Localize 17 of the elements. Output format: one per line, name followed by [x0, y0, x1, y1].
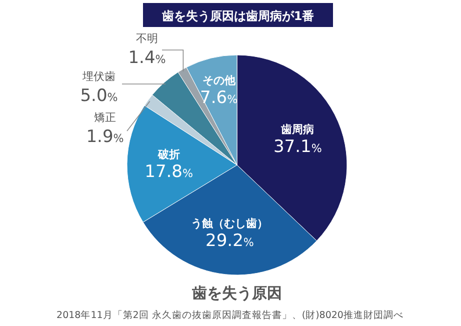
slice-label: う蝕（むし歯） — [191, 216, 268, 230]
data-label: 29.2% — [206, 230, 254, 251]
chart-title: 歯を失う原因は歯周病が1番 — [160, 9, 314, 23]
data-label: 5.0% — [80, 86, 118, 106]
data-label: 7.6% — [200, 88, 238, 108]
data-label: 1.9% — [86, 127, 124, 147]
slice-label: 歯周病 — [280, 122, 314, 136]
slice-label: 不明 — [136, 32, 158, 45]
slice-label: 破折 — [156, 148, 180, 162]
text: 歯を失う原因 — [191, 284, 282, 302]
slice-label: 埋伏歯 — [82, 70, 116, 83]
slice-label: 矯正 — [94, 111, 116, 124]
text: 2018年11月「第2回 永久歯の抜歯原因調査報告書」、(財)8020推進財団調べ — [56, 309, 404, 321]
data-label: 1.4% — [128, 48, 166, 68]
data-label: 37.1% — [273, 136, 322, 157]
data-label: 17.8% — [144, 162, 193, 182]
slice-label: その他 — [202, 74, 236, 88]
